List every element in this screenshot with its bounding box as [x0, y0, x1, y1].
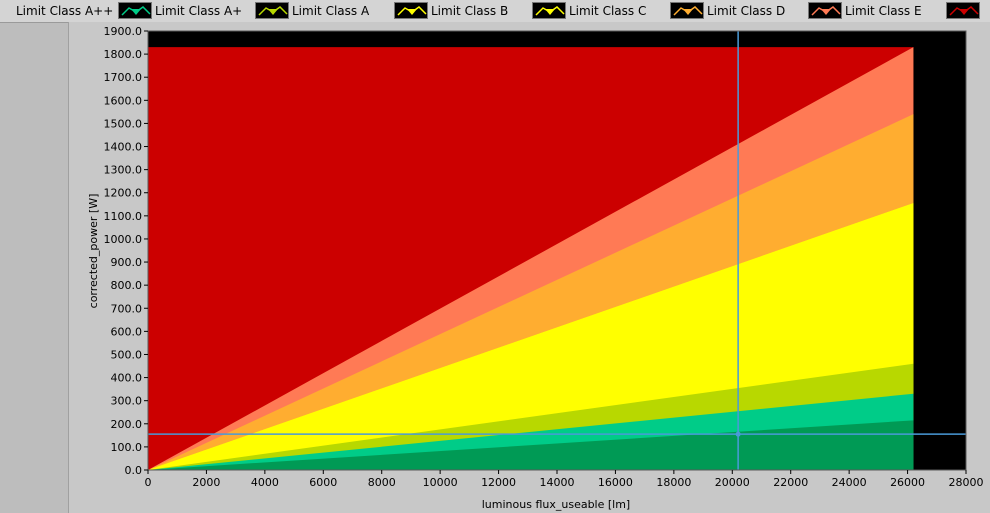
y-tick-label: 1800.0 [104, 48, 143, 61]
y-tick-label: 1200.0 [104, 187, 143, 200]
legend-swatch-icon [394, 2, 428, 19]
y-tick-label: 1400.0 [104, 141, 143, 154]
y-tick-label: 1600.0 [104, 94, 143, 107]
legend-swatch-icon [532, 2, 566, 19]
x-tick-label: 28000 [949, 476, 984, 489]
y-tick-label: 700.0 [111, 302, 143, 315]
area-series-limit-class-a-plus-plus [148, 420, 914, 470]
y-tick-label: 600.0 [111, 325, 143, 338]
y-tick-label: 1700.0 [104, 71, 143, 84]
y-tick-label: 800.0 [111, 279, 143, 292]
y-tick-label: 0.0 [125, 464, 143, 477]
y-tick-label: 1500.0 [104, 117, 143, 130]
x-tick-label: 22000 [773, 476, 808, 489]
y-tick-label: 500.0 [111, 348, 143, 361]
legend-swatch-icon [118, 2, 152, 19]
x-tick-label: 18000 [656, 476, 691, 489]
legend-label: Limit Class D [707, 4, 786, 18]
plot-legend: Limit Class A++ Limit Class A+ Limit Cla… [0, 0, 990, 23]
x-tick-label: 6000 [309, 476, 337, 489]
x-tick-label: 10000 [423, 476, 458, 489]
y-tick-label: 400.0 [111, 372, 143, 385]
y-tick-label: 1900.0 [104, 25, 143, 38]
legend-label: Limit Class A++ [16, 4, 114, 18]
legend-label: Limit Class A+ [155, 4, 243, 18]
x-tick-label: 12000 [481, 476, 516, 489]
x-tick-label: 16000 [598, 476, 633, 489]
legend-label: Limit Class B [431, 4, 509, 18]
x-tick-label: 2000 [192, 476, 220, 489]
y-tick-label: 300.0 [111, 395, 143, 408]
x-tick-label: 8000 [368, 476, 396, 489]
legend-label: Limit Class A [292, 4, 370, 18]
x-tick-label: 0 [145, 476, 152, 489]
x-axis-label: luminous flux_useable [lm] [482, 498, 630, 511]
y-tick-label: 1100.0 [104, 210, 143, 223]
y-axis-label: corrected_power [W] [87, 194, 100, 309]
y-tick-label: 1000.0 [104, 233, 143, 246]
x-tick-label: 26000 [890, 476, 925, 489]
y-tick-label: 1300.0 [104, 164, 143, 177]
cursor-point[interactable] [735, 431, 741, 437]
legend-label: Limit Class E [845, 4, 922, 18]
y-tick-label: 900.0 [111, 256, 143, 269]
legend-swatch-icon [670, 2, 704, 19]
legend-swatch-icon [946, 2, 980, 19]
x-tick-label: 20000 [715, 476, 750, 489]
x-tick-label: 4000 [251, 476, 279, 489]
x-tick-label: 24000 [832, 476, 867, 489]
legend-swatch-icon [808, 2, 842, 19]
y-tick-label: 100.0 [111, 441, 143, 454]
y-tick-label: 200.0 [111, 418, 143, 431]
legend-swatch-icon [255, 2, 289, 19]
legend-label: Limit Class C [569, 4, 647, 18]
x-tick-label: 14000 [540, 476, 575, 489]
